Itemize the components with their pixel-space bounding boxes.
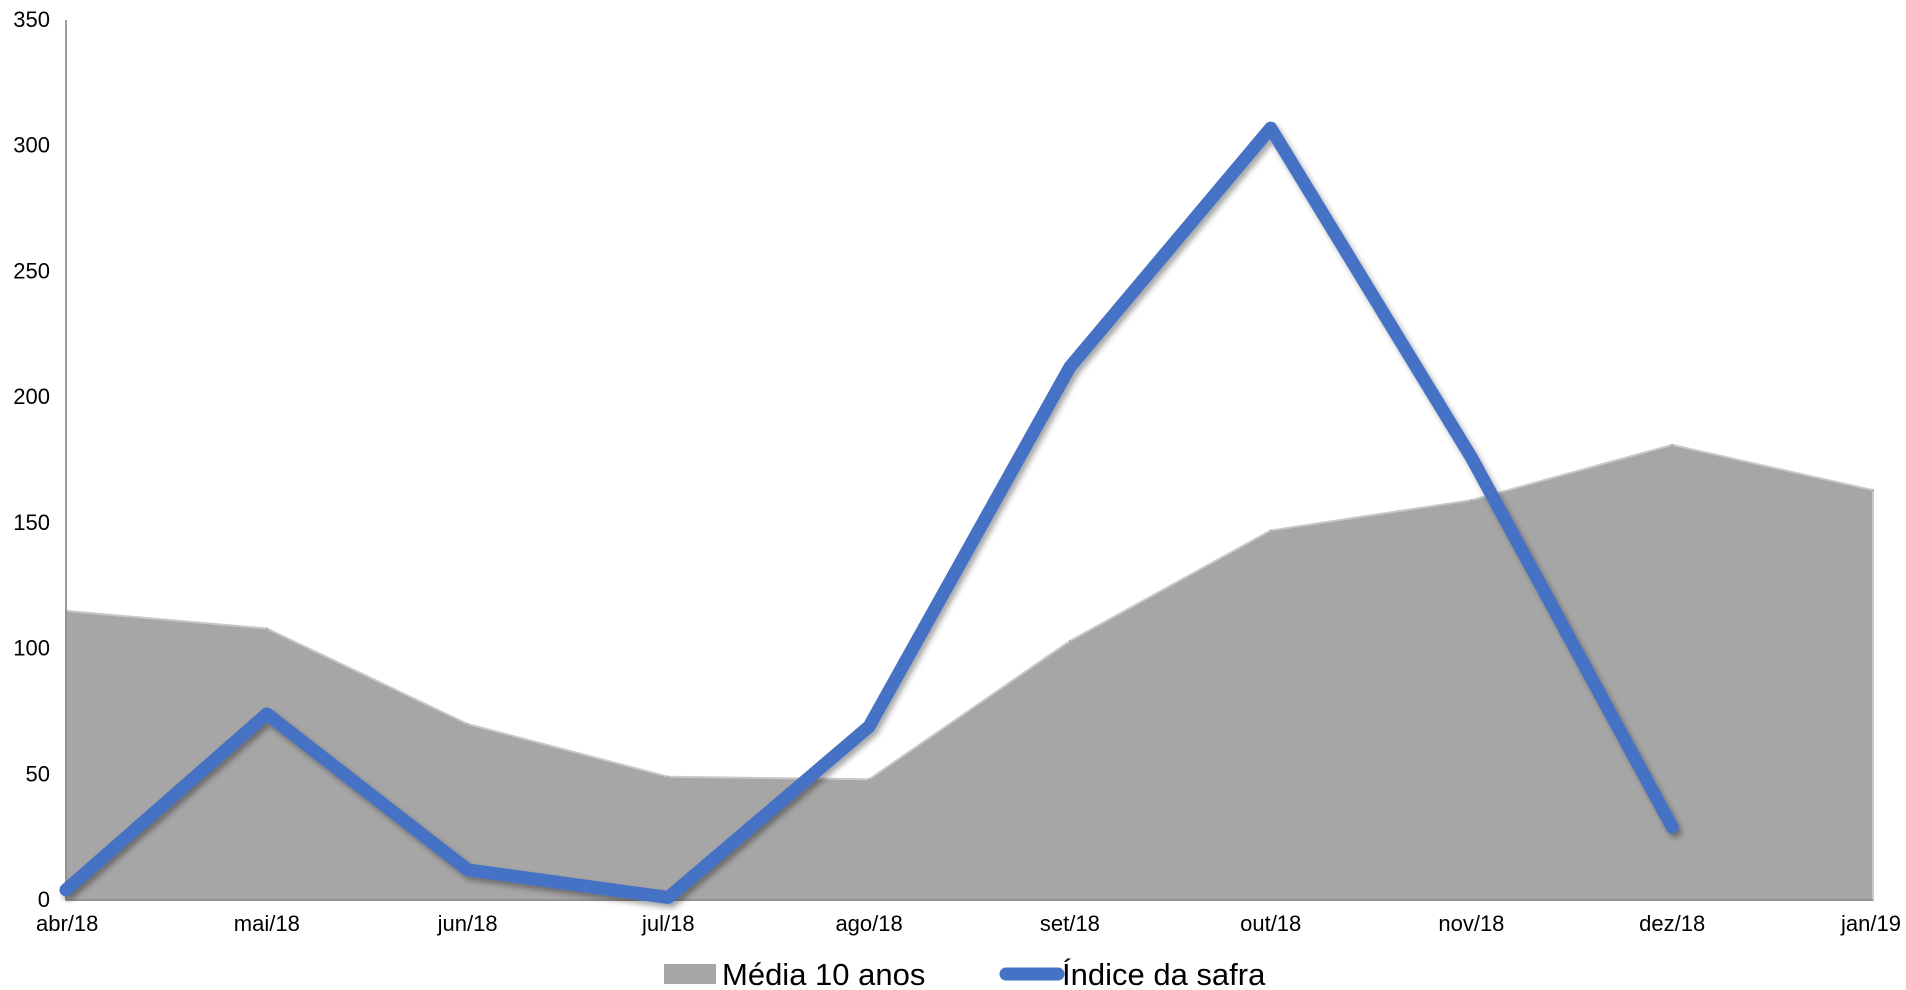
x-tick-label-abr-18: abr/18 — [36, 911, 98, 936]
area-point-ago-18 — [868, 778, 871, 781]
axes — [65, 20, 1873, 901]
line-point-jun-18 — [465, 867, 470, 872]
area-point-jun-18 — [466, 723, 469, 725]
area-point-jan-19 — [1872, 489, 1874, 492]
x-tick-label-jun-18: jun/18 — [437, 911, 498, 936]
x-tick-label-nov-18: nov/18 — [1438, 911, 1504, 936]
line-point-out-18 — [1268, 126, 1273, 131]
y-tick-label-350: 350 — [13, 7, 50, 32]
area-series-layer — [65, 443, 1874, 901]
x-tick-labels: abr/18 mai/18 jun/18 jul/18 ago/18 set/18 out/… — [36, 911, 1901, 936]
x-tick-label-dez-18: dez/18 — [1639, 911, 1705, 936]
line-point-abr-18 — [64, 887, 68, 892]
area-point-jul-18 — [667, 775, 670, 778]
y-tick-label-150: 150 — [13, 510, 50, 535]
legend-label-media-10-anos: Média 10 anos — [722, 957, 925, 990]
x-tick-label-jan-19: jan/19 — [1840, 911, 1901, 936]
line-point-ago-18 — [867, 724, 872, 729]
line-point-set-18 — [1067, 365, 1072, 369]
line-point-jul-18 — [666, 895, 671, 900]
y-tick-labels: 0 50 100 150 200 250 300 350 — [13, 7, 50, 912]
y-tick-label-50: 50 — [26, 761, 50, 786]
legend-label-indice-da-safra: Índice da safra — [1062, 957, 1266, 990]
y-tick-label-300: 300 — [13, 133, 50, 158]
line-series-layer — [59, 121, 1679, 904]
line-point-nov-18 — [1469, 455, 1474, 460]
area-point-dez-18 — [1671, 443, 1674, 446]
x-tick-label-mai-18: mai/18 — [234, 911, 300, 936]
x-tick-label-jul-18: jul/18 — [641, 911, 695, 936]
area-point-nov-18 — [1470, 499, 1473, 502]
x-tick-label-set-18: set/18 — [1040, 911, 1100, 936]
legend: Média 10 anos Índice da safra — [664, 957, 1266, 990]
y-tick-label-250: 250 — [13, 258, 50, 283]
y-tick-label-200: 200 — [13, 384, 50, 409]
area-point-mai-18 — [265, 627, 268, 630]
line-point-mai-18 — [264, 711, 269, 716]
y-tick-label-100: 100 — [13, 636, 50, 661]
x-tick-label-ago-18: ago/18 — [835, 911, 902, 936]
x-tick-label-out-18: out/18 — [1240, 911, 1301, 936]
y-tick-label-0: 0 — [38, 887, 50, 912]
legend-swatch-media-10-anos — [664, 964, 716, 984]
line-point-dez-18 — [1670, 825, 1675, 830]
area-media-10-anos — [65, 443, 1874, 901]
area-point-set-18 — [1068, 640, 1071, 642]
area-point-out-18 — [1269, 529, 1272, 532]
